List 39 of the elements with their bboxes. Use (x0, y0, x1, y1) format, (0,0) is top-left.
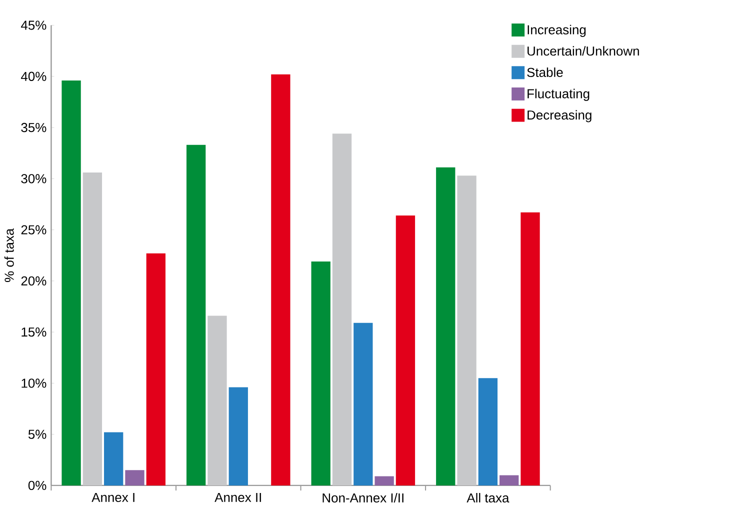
bar (500, 475, 519, 486)
bar (82, 172, 102, 486)
bar (62, 80, 81, 486)
bar (125, 470, 144, 486)
x-tick-label: Non-Annex I/II (322, 492, 404, 502)
bar (208, 316, 227, 486)
x-tick-label: Annex II (214, 492, 261, 502)
legend-label: Decreasing (528, 110, 592, 122)
bar (374, 476, 394, 486)
legend-label: Uncertain/Unknown (528, 46, 639, 56)
y-tick-label: 45% (21, 20, 46, 30)
y-tick-label: 15% (22, 327, 46, 337)
legend-label: Increasing (528, 24, 586, 37)
x-tick-label: Annex I (92, 492, 134, 502)
bar (457, 176, 476, 486)
legend-label: Stable (527, 67, 563, 77)
y-tick-label: 10% (22, 378, 46, 388)
bar (520, 212, 540, 486)
y-tick-label: 35% (21, 122, 46, 132)
y-tick-label: 20% (21, 276, 46, 286)
y-tick-label: 0% (28, 480, 46, 490)
y-tick-label: 40% (21, 72, 46, 81)
bar (332, 134, 352, 486)
bar (104, 432, 124, 486)
bar (478, 378, 498, 486)
bar (228, 387, 248, 486)
bar (146, 253, 166, 486)
y-tick-label: 30% (21, 174, 46, 184)
y-tick-label: 25% (21, 225, 46, 234)
x-tick-label: All taxa (466, 492, 510, 502)
bar (271, 74, 290, 486)
bar (436, 167, 456, 486)
y-axis-title: % of taxa (4, 228, 14, 282)
bar (186, 144, 206, 486)
bar (354, 322, 373, 486)
legend-label: Fluctuating (528, 88, 590, 101)
bar (396, 215, 416, 486)
bar (311, 261, 330, 486)
y-tick-label: 5% (28, 430, 46, 439)
